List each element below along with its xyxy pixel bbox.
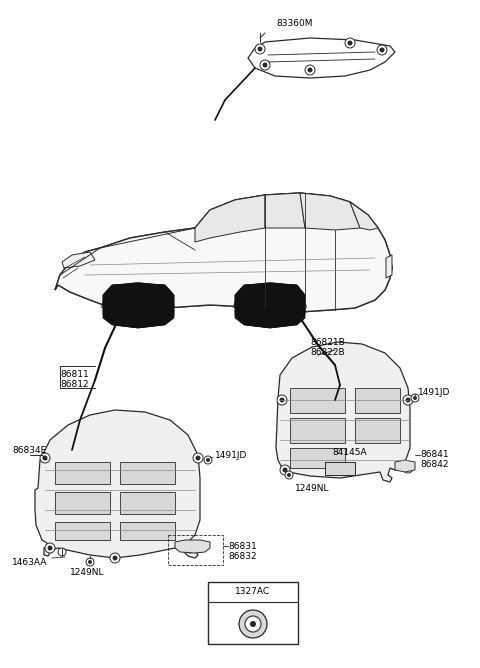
Text: 84145A: 84145A [332, 448, 367, 456]
Text: 86812: 86812 [60, 380, 89, 389]
Polygon shape [35, 410, 200, 558]
Bar [120, 522, 175, 540]
Polygon shape [103, 283, 174, 328]
Circle shape [112, 556, 118, 560]
Circle shape [239, 610, 267, 638]
Polygon shape [175, 540, 210, 553]
Polygon shape [300, 193, 360, 230]
Text: 1249NL: 1249NL [70, 568, 105, 577]
Polygon shape [103, 283, 174, 328]
Text: 1463AA: 1463AA [12, 558, 48, 567]
Circle shape [279, 397, 285, 403]
Text: 1249NL: 1249NL [295, 484, 329, 493]
Polygon shape [55, 193, 392, 318]
Bar [55, 462, 110, 484]
Circle shape [345, 38, 355, 48]
Circle shape [195, 456, 201, 460]
Polygon shape [62, 252, 95, 268]
Polygon shape [235, 283, 305, 328]
Circle shape [185, 543, 195, 553]
Polygon shape [265, 193, 305, 228]
Circle shape [406, 466, 410, 470]
Text: 1491JD: 1491JD [215, 450, 247, 460]
Circle shape [280, 465, 290, 475]
Circle shape [277, 395, 287, 405]
Text: 86831: 86831 [228, 542, 257, 551]
Bar [208, 582, 298, 644]
Circle shape [206, 458, 210, 462]
Circle shape [40, 453, 50, 463]
Circle shape [411, 394, 419, 402]
Bar [55, 522, 110, 540]
Circle shape [377, 45, 387, 55]
Polygon shape [350, 202, 378, 230]
Circle shape [305, 65, 315, 75]
Circle shape [403, 463, 413, 473]
Circle shape [285, 471, 293, 479]
Bar [120, 492, 175, 514]
Circle shape [204, 456, 212, 464]
Circle shape [263, 63, 267, 67]
Bar [355, 418, 400, 443]
Circle shape [413, 396, 417, 400]
Circle shape [188, 546, 192, 550]
Circle shape [255, 44, 265, 54]
Circle shape [48, 546, 52, 550]
Text: 1327AC: 1327AC [235, 587, 271, 597]
Circle shape [110, 553, 120, 563]
Circle shape [260, 60, 270, 70]
Bar [168, 535, 223, 565]
Text: 86842: 86842 [420, 460, 448, 469]
Circle shape [257, 47, 263, 51]
Bar [290, 448, 345, 468]
Circle shape [264, 302, 276, 314]
Bar [55, 492, 110, 514]
Polygon shape [276, 342, 410, 482]
Circle shape [45, 543, 55, 553]
Circle shape [245, 616, 261, 632]
Circle shape [380, 47, 384, 53]
Circle shape [126, 296, 150, 320]
Text: 86834E: 86834E [12, 446, 46, 454]
Circle shape [287, 473, 291, 477]
Bar [120, 462, 175, 484]
Text: 83360M: 83360M [277, 19, 313, 28]
Circle shape [58, 548, 66, 556]
Circle shape [258, 296, 282, 320]
Circle shape [86, 558, 94, 566]
Circle shape [283, 468, 288, 472]
Circle shape [43, 456, 48, 460]
Bar [290, 388, 345, 413]
Circle shape [193, 453, 203, 463]
Text: 86822B: 86822B [310, 348, 345, 357]
Polygon shape [386, 255, 392, 278]
Polygon shape [195, 195, 265, 242]
Circle shape [308, 67, 312, 73]
Circle shape [348, 41, 352, 45]
Text: 86811: 86811 [60, 370, 89, 379]
Polygon shape [395, 460, 415, 472]
Text: 86832: 86832 [228, 552, 257, 561]
Text: 86841: 86841 [420, 450, 449, 459]
Polygon shape [325, 462, 355, 475]
Circle shape [250, 621, 256, 627]
Bar [355, 388, 400, 413]
Circle shape [406, 397, 410, 403]
Bar [290, 418, 345, 443]
Text: 1491JD: 1491JD [418, 387, 450, 397]
Circle shape [403, 395, 413, 405]
Text: 86821B: 86821B [310, 338, 345, 347]
Circle shape [132, 302, 144, 314]
Circle shape [88, 560, 92, 564]
Polygon shape [235, 283, 305, 328]
